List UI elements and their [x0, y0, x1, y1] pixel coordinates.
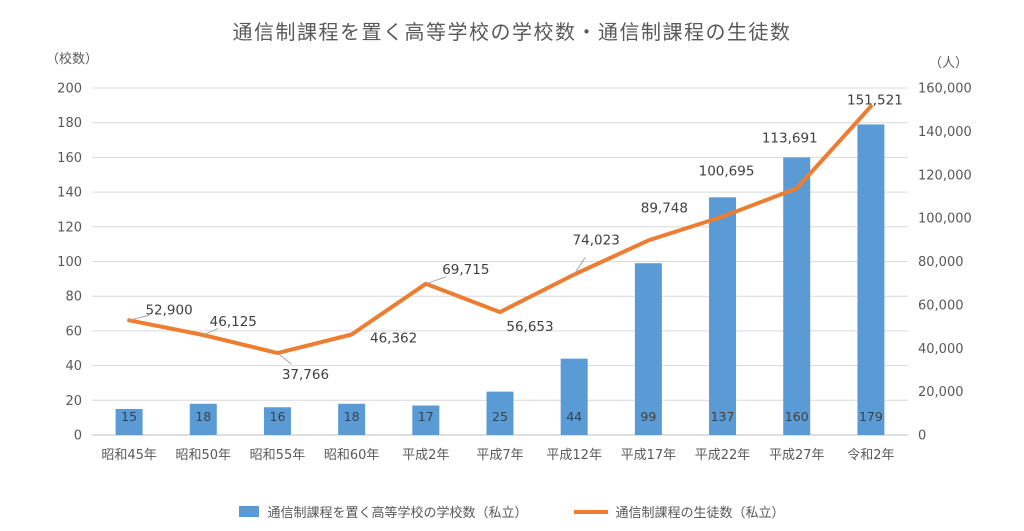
left-axis-tick-label: 0 — [74, 429, 82, 444]
legend: 通信制課程を置く高等学校の学校数（私立） 通信制課程の生徒数（私立） — [0, 502, 1024, 521]
bar-value-label: 18 — [195, 409, 211, 424]
bar — [857, 124, 885, 435]
bar — [486, 391, 514, 435]
line-value-label: 56,653 — [506, 319, 553, 335]
x-axis-category-label: 昭和45年 — [101, 448, 157, 463]
x-axis-category-label: 令和2年 — [847, 448, 894, 463]
label-leader-line — [573, 257, 586, 275]
bar-value-label: 44 — [566, 409, 582, 424]
right-axis-tick-label: 160,000 — [918, 82, 972, 97]
bar — [560, 358, 588, 435]
right-axis-tick-label: 140,000 — [918, 125, 972, 140]
bar-value-label: 25 — [492, 409, 508, 424]
bar-value-label: 15 — [121, 409, 137, 424]
x-axis-category-label: 平成27年 — [769, 448, 825, 463]
left-axis-tick-label: 100 — [57, 255, 82, 270]
left-axis-unit-label: （校数） — [46, 52, 99, 67]
line-value-label: 74,023 — [573, 232, 620, 248]
right-axis-tick-label: 100,000 — [918, 212, 972, 227]
line-value-label: 52,900 — [145, 302, 192, 318]
x-axis-category-label: 平成22年 — [695, 448, 751, 463]
line-value-label: 151,521 — [847, 92, 903, 108]
bar — [189, 403, 217, 435]
x-axis-category-label: 昭和55年 — [250, 448, 306, 463]
left-axis-tick-label: 200 — [57, 82, 82, 97]
x-axis-category-label: 平成12年 — [546, 448, 602, 463]
right-axis-tick-label: 60,000 — [918, 298, 964, 313]
left-axis-tick-label: 140 — [57, 186, 82, 201]
x-axis-category-label: 平成17年 — [621, 448, 677, 463]
label-leader-line — [128, 314, 150, 321]
right-axis-tick-label: 80,000 — [918, 255, 964, 270]
left-axis-tick-label: 60 — [65, 324, 82, 339]
bar-value-label: 17 — [418, 409, 434, 424]
right-axis-tick-label: 120,000 — [918, 168, 972, 183]
line-series-label: 通信制課程の生徒数（私立） — [615, 506, 785, 521]
bar-value-label: 179 — [859, 409, 883, 424]
line-value-label: 89,748 — [641, 200, 688, 216]
x-axis-category-label: 平成2年 — [402, 448, 449, 463]
line-value-label: 37,766 — [282, 367, 329, 383]
bar-value-label: 18 — [344, 409, 360, 424]
left-axis-tick-label: 40 — [65, 359, 82, 374]
left-axis-tick-label: 20 — [65, 394, 82, 409]
bar — [412, 405, 440, 435]
right-axis-tick-label: 0 — [918, 429, 926, 444]
label-leader-line — [203, 328, 219, 336]
x-axis-category-label: 昭和60年 — [324, 448, 380, 463]
right-axis-tick-label: 20,000 — [918, 385, 964, 400]
bar — [263, 407, 291, 435]
line-series — [127, 104, 873, 356]
bar-series-swatch — [239, 506, 260, 517]
line-value-label: 100,695 — [699, 164, 755, 180]
bar-value-label: 16 — [270, 409, 286, 424]
label-leader-line — [277, 352, 292, 365]
bar-value-label: 160 — [785, 409, 809, 424]
line-value-label: 113,691 — [762, 130, 818, 146]
bar — [338, 403, 366, 435]
left-axis-tick-label: 160 — [57, 151, 82, 166]
left-axis-tick-label: 180 — [57, 116, 82, 131]
line-series-swatch — [573, 509, 608, 514]
line-value-label: 46,125 — [210, 314, 257, 330]
chart-title: 通信制課程を置く高等学校の学校数・通信制課程の生徒数 — [232, 20, 792, 44]
legend-item-line-series: 通信制課程の生徒数（私立） — [573, 502, 785, 521]
right-axis-tick-label: 40,000 — [918, 342, 964, 357]
line-value-label: 46,362 — [370, 330, 417, 346]
line-value-label: 69,715 — [442, 262, 489, 278]
x-axis-category-label: 昭和50年 — [175, 448, 231, 463]
bar — [783, 157, 811, 435]
bar — [634, 263, 662, 435]
label-leader-line — [425, 276, 446, 285]
bar — [115, 408, 143, 435]
x-axis-category-label: 平成7年 — [476, 448, 523, 463]
left-axis-tick-label: 120 — [57, 220, 82, 235]
bar — [709, 197, 737, 435]
bar-value-label: 99 — [640, 409, 656, 424]
bar-series-label: 通信制課程を置く高等学校の学校数（私立） — [267, 506, 528, 521]
legend-item-bar-series: 通信制課程を置く高等学校の学校数（私立） — [239, 502, 528, 521]
left-axis-tick-label: 80 — [65, 290, 82, 305]
right-axis-unit-label: （人） — [928, 56, 968, 71]
bar-value-label: 137 — [711, 409, 735, 424]
